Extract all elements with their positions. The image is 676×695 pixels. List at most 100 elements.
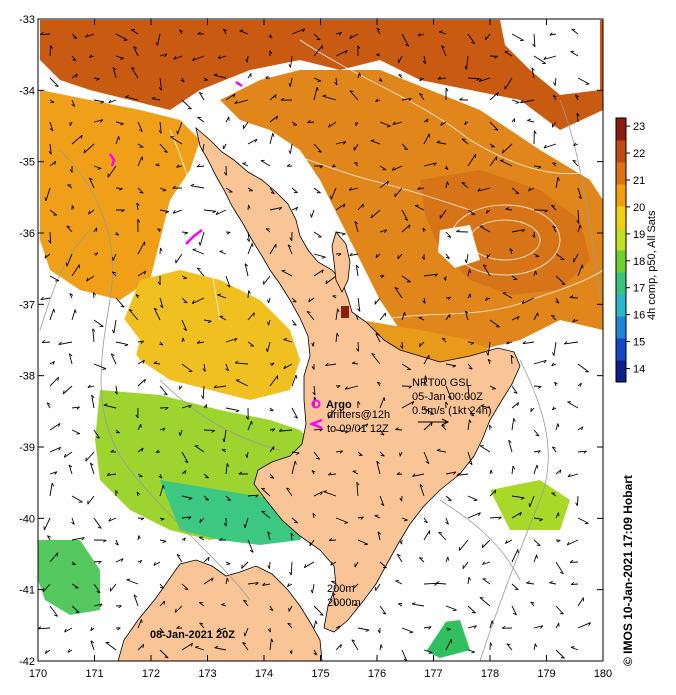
current-vector bbox=[217, 55, 227, 59]
current-vector bbox=[330, 561, 337, 566]
current-vector bbox=[325, 363, 337, 366]
current-vector-head bbox=[287, 622, 292, 625]
sst-east-patch bbox=[490, 480, 570, 530]
current-vector bbox=[225, 93, 236, 101]
current-vector-head bbox=[374, 514, 379, 516]
colorbar-tick-label: 21 bbox=[633, 175, 645, 187]
current-vector-head bbox=[215, 211, 219, 215]
current-vector-head bbox=[336, 332, 340, 337]
current-vector-head bbox=[241, 564, 243, 569]
current-vector-head bbox=[64, 628, 67, 633]
current-vector bbox=[92, 292, 95, 299]
current-vector bbox=[246, 55, 249, 63]
current-vector bbox=[291, 460, 296, 475]
current-vector-head bbox=[135, 294, 140, 297]
current-vector-head bbox=[288, 150, 291, 154]
current-vector bbox=[159, 649, 169, 659]
current-vector bbox=[175, 253, 183, 264]
current-vector bbox=[137, 187, 144, 194]
current-vector bbox=[418, 317, 425, 321]
current-vector-head bbox=[287, 583, 290, 587]
current-vector-head bbox=[184, 460, 189, 464]
current-vector-head bbox=[317, 80, 322, 83]
current-vector bbox=[213, 385, 227, 389]
current-vector bbox=[49, 209, 58, 216]
current-vector-head bbox=[192, 248, 197, 251]
current-vector-head bbox=[535, 270, 538, 275]
current-vector-head bbox=[395, 579, 400, 582]
current-vector-head bbox=[294, 460, 297, 465]
current-vector-head bbox=[445, 256, 450, 259]
current-vector-head bbox=[328, 537, 333, 541]
colorbar-segment bbox=[616, 206, 626, 229]
current-vector bbox=[313, 385, 316, 396]
current-vector bbox=[511, 465, 514, 475]
current-vector-head bbox=[44, 197, 47, 201]
current-vector bbox=[577, 450, 587, 453]
current-vector bbox=[109, 583, 117, 592]
current-vector-head bbox=[140, 517, 145, 521]
current-vector-head bbox=[417, 186, 421, 190]
current-vector bbox=[505, 539, 513, 544]
current-vector bbox=[355, 314, 359, 321]
current-vector bbox=[203, 363, 206, 372]
current-vector-head bbox=[295, 452, 300, 455]
current-vector bbox=[439, 209, 447, 219]
current-vector-head bbox=[71, 521, 75, 525]
current-vector bbox=[423, 118, 429, 123]
current-vector-head bbox=[165, 211, 169, 214]
current-vector-head bbox=[112, 271, 116, 274]
current-vector bbox=[489, 143, 495, 148]
current-vector bbox=[401, 33, 410, 47]
current-vector-head bbox=[112, 256, 114, 261]
current-vector-head bbox=[380, 644, 383, 649]
current-vector bbox=[423, 626, 432, 629]
current-vector bbox=[441, 337, 447, 343]
current-vector-head bbox=[192, 57, 195, 61]
current-vector bbox=[349, 253, 359, 257]
current-vector-head bbox=[551, 362, 555, 367]
current-vector bbox=[136, 202, 139, 211]
current-vector-head bbox=[447, 556, 450, 561]
current-vector bbox=[351, 639, 359, 651]
current-vector-head bbox=[456, 472, 460, 476]
current-vector-head bbox=[444, 167, 449, 170]
current-vector bbox=[269, 115, 278, 123]
current-vector-head bbox=[54, 85, 59, 87]
current-vector bbox=[287, 244, 293, 255]
current-vector-head bbox=[465, 310, 469, 314]
current-vector bbox=[379, 429, 385, 436]
current-vector bbox=[577, 363, 589, 373]
current-vector-head bbox=[196, 164, 201, 168]
current-vector bbox=[43, 583, 51, 592]
current-vector-head bbox=[344, 386, 348, 390]
current-vector-head bbox=[404, 312, 406, 316]
current-vector-head bbox=[391, 167, 395, 171]
current-vector bbox=[291, 407, 298, 419]
current-vector bbox=[203, 556, 210, 563]
current-vector bbox=[113, 319, 117, 334]
current-vector-head bbox=[403, 519, 408, 522]
current-vector bbox=[328, 407, 337, 419]
current-vector-head bbox=[307, 119, 311, 123]
x-tick-label: 171 bbox=[85, 668, 103, 680]
current-vector-head bbox=[352, 584, 355, 589]
current-vector-head bbox=[274, 94, 277, 99]
current-vector bbox=[115, 187, 123, 189]
current-vector bbox=[511, 418, 515, 431]
current-vector-head bbox=[173, 56, 177, 60]
current-vector bbox=[287, 623, 293, 629]
current-vector bbox=[419, 484, 425, 497]
current-vector bbox=[153, 362, 161, 365]
current-vector bbox=[414, 205, 425, 211]
current-vector bbox=[49, 471, 58, 475]
current-vector bbox=[423, 375, 426, 387]
current-vector bbox=[137, 447, 144, 453]
current-vector bbox=[506, 643, 513, 651]
current-vector bbox=[370, 209, 381, 219]
current-vector bbox=[376, 461, 381, 475]
drifters-label-2: to 09/01 12Z bbox=[327, 423, 389, 435]
current-vector bbox=[153, 307, 161, 321]
current-vector bbox=[198, 92, 205, 101]
current-vector bbox=[247, 73, 252, 79]
